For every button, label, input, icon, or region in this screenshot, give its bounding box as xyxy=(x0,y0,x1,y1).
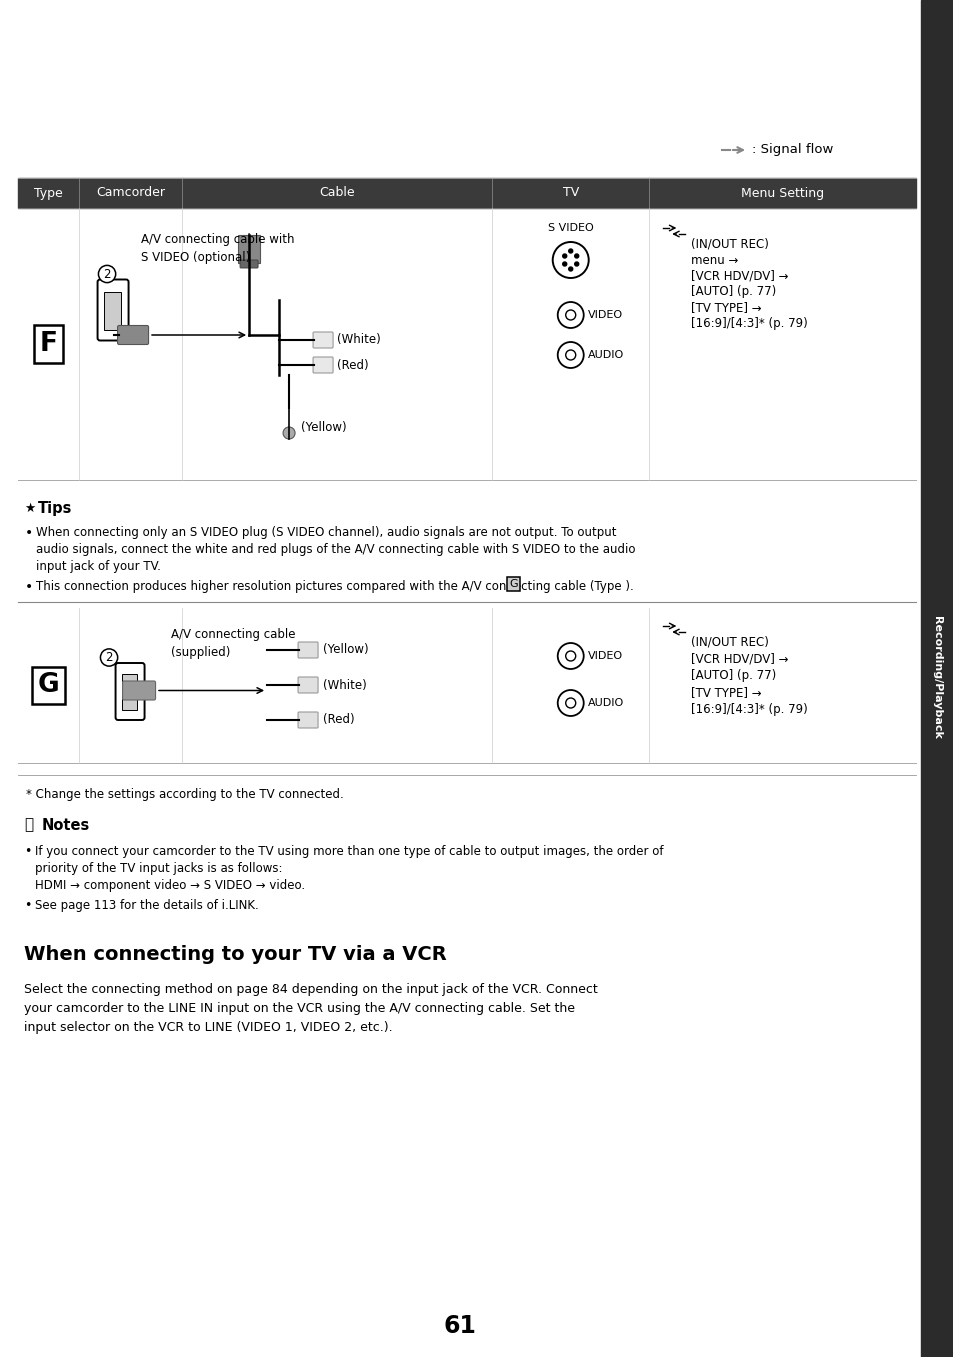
FancyBboxPatch shape xyxy=(297,642,317,658)
Text: (IN/OUT REC): (IN/OUT REC) xyxy=(691,635,768,649)
Circle shape xyxy=(283,427,294,440)
Text: [AUTO] (p. 77): [AUTO] (p. 77) xyxy=(691,285,776,299)
Text: VIDEO: VIDEO xyxy=(587,309,622,320)
Circle shape xyxy=(574,254,578,258)
Text: •: • xyxy=(25,527,33,540)
Text: •: • xyxy=(24,845,31,858)
Text: HDMI → component video → S VIDEO → video.: HDMI → component video → S VIDEO → video… xyxy=(35,879,305,892)
Text: (Red): (Red) xyxy=(323,714,355,726)
Text: See page 113 for the details of i.LINK.: See page 113 for the details of i.LINK. xyxy=(35,898,258,912)
Circle shape xyxy=(565,651,575,661)
FancyBboxPatch shape xyxy=(297,712,317,727)
Text: [VCR HDV/DV] →: [VCR HDV/DV] → xyxy=(691,653,788,665)
FancyBboxPatch shape xyxy=(313,357,333,373)
Text: 61: 61 xyxy=(443,1314,476,1338)
Circle shape xyxy=(558,303,583,328)
FancyBboxPatch shape xyxy=(97,280,129,341)
FancyBboxPatch shape xyxy=(122,681,155,700)
Text: VIDEO: VIDEO xyxy=(587,651,622,661)
Text: [VCR HDV/DV] →: [VCR HDV/DV] → xyxy=(691,270,788,282)
Text: [AUTO] (p. 77): [AUTO] (p. 77) xyxy=(691,669,776,683)
Bar xyxy=(18,178,915,208)
Text: menu →: menu → xyxy=(691,254,738,266)
Text: [TV TYPE] →: [TV TYPE] → xyxy=(691,687,761,699)
Circle shape xyxy=(552,242,588,278)
Text: S VIDEO: S VIDEO xyxy=(547,223,593,233)
Text: 2: 2 xyxy=(103,267,111,281)
Text: (White): (White) xyxy=(336,334,380,346)
Circle shape xyxy=(568,248,572,252)
Circle shape xyxy=(558,342,583,368)
Text: [16:9]/[4:3]* (p. 79): [16:9]/[4:3]* (p. 79) xyxy=(691,318,807,331)
Circle shape xyxy=(562,254,566,258)
Circle shape xyxy=(565,697,575,708)
Text: •: • xyxy=(25,579,33,594)
Text: (Yellow): (Yellow) xyxy=(323,643,368,657)
Bar xyxy=(122,673,137,710)
Text: Camcorder: Camcorder xyxy=(96,186,165,199)
Text: * Change the settings according to the TV connected.: * Change the settings according to the T… xyxy=(26,788,343,801)
Text: your camcorder to the LINE IN input on the VCR using the A/V connecting cable. S: your camcorder to the LINE IN input on t… xyxy=(24,1001,575,1015)
FancyBboxPatch shape xyxy=(117,326,149,345)
Text: AUDIO: AUDIO xyxy=(587,697,623,708)
Circle shape xyxy=(558,689,583,716)
Text: (White): (White) xyxy=(323,678,367,692)
Text: •: • xyxy=(24,898,31,912)
Text: Tips: Tips xyxy=(38,501,72,516)
Text: This connection produces higher resolution pictures compared with the A/V connec: This connection produces higher resoluti… xyxy=(36,579,633,593)
Circle shape xyxy=(568,267,572,271)
Circle shape xyxy=(565,309,575,320)
Text: AUDIO: AUDIO xyxy=(587,350,623,360)
Text: TV: TV xyxy=(562,186,578,199)
Text: A/V connecting cable: A/V connecting cable xyxy=(171,628,295,641)
Bar xyxy=(238,235,260,263)
Text: ★: ★ xyxy=(24,502,35,514)
Text: [TV TYPE] →: [TV TYPE] → xyxy=(691,301,761,315)
Text: audio signals, connect the white and red plugs of the A/V connecting cable with : audio signals, connect the white and red… xyxy=(36,543,635,556)
Text: priority of the TV input jacks is as follows:: priority of the TV input jacks is as fol… xyxy=(35,862,282,875)
Circle shape xyxy=(574,262,578,266)
Text: (Yellow): (Yellow) xyxy=(301,422,346,434)
FancyBboxPatch shape xyxy=(297,677,317,693)
Text: (Red): (Red) xyxy=(336,358,368,372)
Text: When connecting to your TV via a VCR: When connecting to your TV via a VCR xyxy=(24,944,446,963)
Text: (IN/OUT REC): (IN/OUT REC) xyxy=(691,237,768,251)
Text: G: G xyxy=(37,673,59,699)
Text: Type: Type xyxy=(34,186,63,199)
Text: S VIDEO (optional): S VIDEO (optional) xyxy=(141,251,250,265)
Text: Recording/Playback: Recording/Playback xyxy=(931,616,941,738)
Text: : Signal flow: : Signal flow xyxy=(751,144,833,156)
FancyBboxPatch shape xyxy=(240,261,258,267)
Circle shape xyxy=(562,262,566,266)
Text: input selector on the VCR to LINE (VIDEO 1, VIDEO 2, etc.).: input selector on the VCR to LINE (VIDEO… xyxy=(24,1020,393,1034)
Text: (supplied): (supplied) xyxy=(171,646,231,660)
Circle shape xyxy=(565,350,575,360)
Text: A/V connecting cable with: A/V connecting cable with xyxy=(141,233,294,246)
Text: [16:9]/[4:3]* (p. 79): [16:9]/[4:3]* (p. 79) xyxy=(691,703,807,716)
Bar xyxy=(920,0,953,1357)
Bar xyxy=(104,292,121,330)
Circle shape xyxy=(558,643,583,669)
FancyBboxPatch shape xyxy=(313,332,333,347)
FancyBboxPatch shape xyxy=(115,664,145,721)
Text: G: G xyxy=(509,579,517,589)
Text: When connecting only an S VIDEO plug (S VIDEO channel), audio signals are not ou: When connecting only an S VIDEO plug (S … xyxy=(36,527,616,539)
Text: Notes: Notes xyxy=(42,817,91,832)
Text: F: F xyxy=(39,331,57,357)
Text: Ⓘ: Ⓘ xyxy=(24,817,33,832)
Text: Cable: Cable xyxy=(319,186,355,199)
Text: 2: 2 xyxy=(105,651,112,664)
Text: If you connect your camcorder to the TV using more than one type of cable to out: If you connect your camcorder to the TV … xyxy=(35,845,662,858)
Text: Menu Setting: Menu Setting xyxy=(740,186,823,199)
Text: input jack of your TV.: input jack of your TV. xyxy=(36,560,161,573)
Text: Select the connecting method on page 84 depending on the input jack of the VCR. : Select the connecting method on page 84 … xyxy=(24,982,598,996)
